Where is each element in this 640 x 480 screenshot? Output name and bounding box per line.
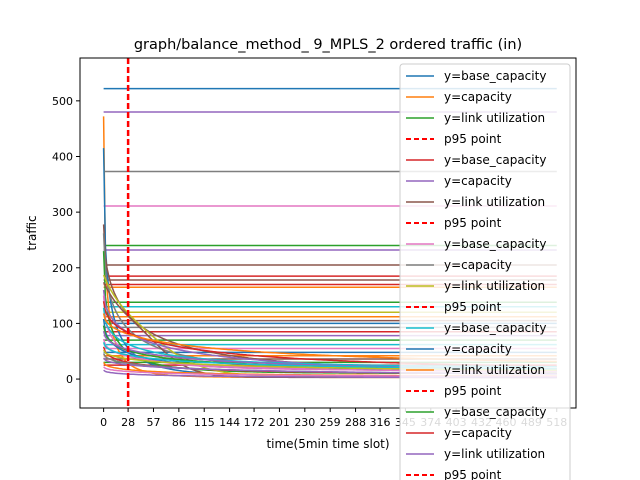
legend-label: p95 point — [444, 384, 502, 398]
legend-label: y=capacity — [444, 342, 512, 356]
x-tick-label: 0 — [100, 416, 107, 429]
legend-label: p95 point — [444, 300, 502, 314]
legend-label: y=base_capacity — [444, 69, 546, 83]
y-axis-label: traffic — [25, 215, 39, 250]
legend-label: y=base_capacity — [444, 321, 546, 335]
legend-label: p95 point — [444, 216, 502, 230]
y-tick-label: 500 — [52, 95, 73, 108]
y-tick-label: 0 — [66, 373, 73, 386]
legend: y=base_capacity y=capacity y=link utilizat… — [399, 63, 571, 480]
y-tick-label: 200 — [52, 262, 73, 275]
legend-label: p95 point — [444, 468, 502, 480]
legend-label: y=capacity — [444, 90, 512, 104]
plot-frame — [79, 57, 577, 409]
legend-label: p95 point — [444, 132, 502, 146]
legend-label: y=base_capacity — [444, 405, 546, 419]
legend-label: y=link utilization — [444, 195, 545, 209]
x-tick-label: 115 — [194, 416, 215, 429]
x-tick-label: 86 — [172, 416, 186, 429]
y-tick-label: 400 — [52, 150, 73, 163]
legend-box — [399, 63, 571, 480]
x-tick-label: 288 — [345, 416, 366, 429]
x-axis-label: time(5min time slot) — [266, 437, 389, 451]
legend-label: y=base_capacity — [444, 153, 546, 167]
legend-label: y=link utilization — [444, 279, 545, 293]
legend-label: y=link utilization — [444, 111, 545, 125]
x-tick-label: 201 — [269, 416, 290, 429]
x-tick-label: 28 — [121, 416, 135, 429]
y-tick-label: 100 — [52, 317, 73, 330]
legend-label: y=capacity — [444, 426, 512, 440]
x-tick-label: 144 — [219, 416, 240, 429]
x-tick-label: 57 — [146, 416, 160, 429]
legend-label: y=link utilization — [444, 363, 545, 377]
x-tick-label: 259 — [320, 416, 341, 429]
y-tick-label: 300 — [52, 206, 73, 219]
legend-label: y=link utilization — [444, 447, 545, 461]
x-tick-label: 230 — [294, 416, 315, 429]
legend-label: y=capacity — [444, 174, 512, 188]
x-tick-label: 172 — [244, 416, 265, 429]
legend-label: y=capacity — [444, 258, 512, 272]
legend-label: y=base_capacity — [444, 237, 546, 251]
chart-title: graph/balance_method_ 9_MPLS_2 ordered t… — [134, 37, 522, 53]
x-tick-label: 316 — [370, 416, 391, 429]
